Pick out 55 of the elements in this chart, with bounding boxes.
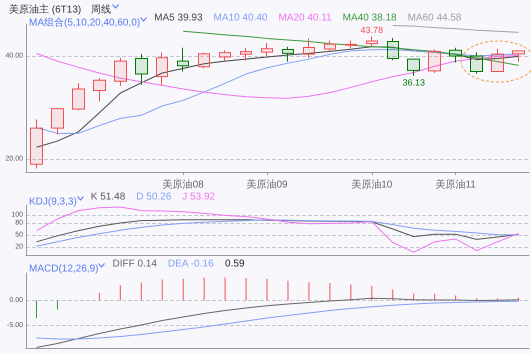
text: D 50.26: [136, 192, 172, 202]
line-series: [36, 46, 520, 148]
line-series: [36, 300, 520, 340]
candlestick: [407, 58, 420, 76]
x-tick-label: 美原油08: [162, 178, 204, 190]
line-series: [36, 52, 520, 99]
candlestick: [449, 47, 462, 64]
x-tick-label: 美原油09: [246, 178, 288, 190]
line-series: [392, 25, 520, 33]
chart-title: 美原油主 (6T13): [9, 4, 82, 16]
x-tick-label: 美原油11: [435, 178, 476, 190]
candlestick: [93, 78, 106, 102]
candlestick: [240, 47, 252, 62]
legend-title: KDJ(9,3,3): [29, 196, 77, 208]
text: MA40 38.18: [342, 12, 398, 24]
line-series: [36, 219, 520, 247]
candlestick: [72, 82, 85, 111]
candlestick: [282, 46, 294, 62]
line-series: [36, 298, 520, 348]
candlestick: [387, 37, 399, 61]
line-series: [36, 206, 520, 253]
series-label: K 51.48: [90, 192, 126, 202]
candlestick: [135, 53, 148, 86]
candlestick: [30, 118, 43, 169]
candlestick: [261, 42, 273, 56]
candlestick: [345, 40, 357, 49]
x-tick-label: 美原油10: [351, 178, 393, 190]
series-label: 0.59: [225, 258, 245, 270]
text: DEA -0.16: [168, 258, 214, 270]
candlestick: [156, 52, 168, 86]
text: MA5 39.93: [154, 12, 203, 24]
line-series: [36, 49, 520, 134]
candlestick: [491, 48, 504, 72]
annotation: 43.78: [360, 24, 384, 35]
text: MA20 40.11: [278, 12, 332, 24]
candlestick: [219, 50, 231, 62]
candlestick: [428, 49, 441, 74]
legend-title: MACD(12,26,9): [29, 264, 98, 274]
line-series: [36, 219, 520, 242]
candlestick: [512, 50, 525, 62]
annotation: 36.13: [402, 77, 425, 88]
legend-title: MA组合(5,10,20,40,60,0): [29, 16, 140, 28]
text: MA10 40.40: [214, 12, 268, 24]
candlestick: [177, 47, 189, 72]
candlestick: [198, 52, 210, 69]
candlestick: [114, 57, 127, 86]
candlestick: [51, 108, 64, 135]
chart-subtitle: 周线: [91, 4, 112, 16]
candlestick: [366, 36, 378, 47]
series-label: MA60 44.58: [408, 12, 462, 24]
series-label: J 53.92: [182, 192, 216, 202]
candlestick: [470, 52, 483, 74]
candlestick: [324, 40, 336, 52]
candlestick: [303, 38, 315, 59]
text: DIFF 0.14: [112, 258, 158, 270]
